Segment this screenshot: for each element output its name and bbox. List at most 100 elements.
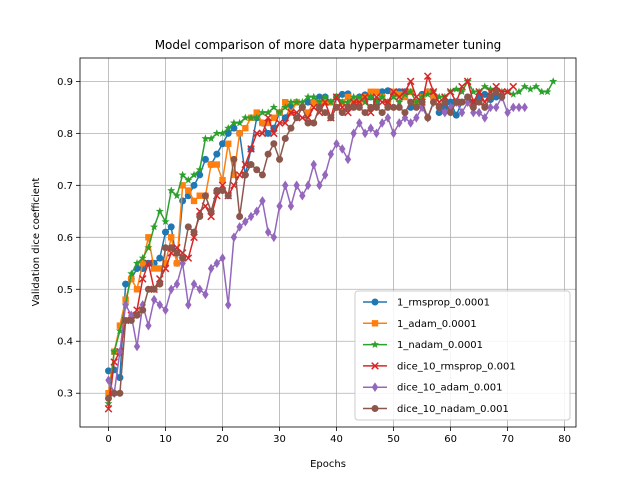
data-point: [510, 102, 517, 113]
data-point: [481, 103, 489, 111]
data-point: [327, 114, 335, 122]
legend-marker: [371, 340, 379, 348]
data-point: [509, 90, 518, 98]
data-point: [350, 103, 358, 111]
data-point: [218, 181, 227, 190]
data-point: [167, 223, 175, 231]
y-tick-label: 0.5: [57, 285, 73, 296]
data-point: [270, 114, 278, 121]
data-point: [389, 92, 398, 101]
data-point: [156, 300, 164, 310]
legend-label: 1_nadam_0.0001: [397, 340, 483, 351]
data-point: [150, 294, 158, 305]
data-point: [190, 228, 198, 236]
data-point: [463, 77, 472, 86]
data-point: [504, 107, 511, 118]
data-point: [264, 108, 273, 116]
data-point: [213, 161, 221, 168]
data-point: [138, 253, 147, 262]
x-tick-label: 70: [501, 434, 514, 445]
series-dice_10_nadam_0.001: [105, 88, 506, 402]
data-point: [487, 102, 494, 113]
data-point: [309, 92, 318, 101]
data-point: [339, 144, 346, 154]
data-point: [396, 118, 403, 128]
data-point: [225, 300, 232, 310]
data-point: [258, 171, 266, 179]
data-point: [229, 118, 238, 127]
data-point: [384, 103, 392, 111]
data-point: [378, 88, 386, 96]
data-point: [514, 87, 523, 96]
data-point: [424, 114, 432, 122]
data-point: [361, 128, 369, 139]
data-point: [179, 254, 187, 262]
data-point: [521, 102, 528, 113]
data-point: [326, 97, 335, 106]
data-point: [201, 134, 210, 142]
data-point: [230, 124, 238, 132]
data-point: [156, 254, 164, 262]
data-point: [133, 259, 142, 267]
data-point: [190, 279, 198, 289]
data-point: [390, 103, 398, 111]
data-point: [127, 316, 135, 324]
data-point: [241, 171, 249, 179]
data-point: [155, 275, 164, 283]
data-point: [213, 150, 221, 158]
data-point: [133, 341, 141, 352]
data-point: [349, 98, 358, 107]
data-point: [270, 232, 278, 243]
data-point: [247, 113, 256, 122]
data-point: [418, 92, 427, 101]
data-point: [207, 161, 215, 168]
data-point: [270, 140, 278, 148]
legend-marker: [371, 382, 379, 392]
data-point: [207, 212, 215, 221]
data-point: [219, 253, 226, 263]
chart-title: Model comparison of more data hyperparma…: [155, 38, 502, 52]
data-point: [122, 296, 129, 303]
data-point: [407, 118, 414, 128]
data-point: [202, 289, 209, 300]
legend-label: 1_rmsprop_0.0001: [397, 298, 490, 309]
legend-item: 1_nadam_0.0001: [363, 340, 483, 351]
data-point: [144, 285, 152, 293]
data-point: [104, 404, 113, 413]
data-point: [469, 103, 477, 111]
data-point: [178, 170, 187, 179]
data-point: [235, 118, 244, 127]
data-point: [190, 233, 198, 242]
data-point: [116, 322, 124, 329]
data-point: [310, 119, 318, 127]
data-point: [139, 300, 146, 310]
data-point: [287, 201, 295, 211]
data-point: [201, 192, 209, 200]
data-point: [173, 279, 181, 289]
data-point: [315, 97, 324, 106]
data-point: [275, 108, 284, 116]
data-point: [344, 93, 352, 101]
data-point: [116, 374, 124, 382]
data-point: [127, 269, 136, 278]
data-point: [293, 180, 300, 191]
data-point: [481, 112, 488, 123]
data-point: [269, 103, 278, 111]
data-point: [167, 186, 176, 194]
data-point: [315, 103, 323, 111]
data-point: [401, 109, 409, 117]
data-point: [447, 109, 455, 117]
data-point: [133, 311, 141, 319]
data-point: [196, 284, 203, 295]
data-point: [168, 284, 175, 295]
data-point: [373, 128, 380, 139]
data-point: [293, 114, 301, 122]
data-point: [247, 145, 255, 153]
series-dice_10_rmsprop_0.001: [104, 72, 518, 413]
data-point: [196, 171, 204, 179]
data-point: [549, 77, 558, 85]
data-point: [230, 155, 238, 163]
data-point: [321, 170, 329, 180]
data-point: [298, 97, 307, 106]
legend-label: 1_adam_0.0001: [397, 319, 477, 330]
